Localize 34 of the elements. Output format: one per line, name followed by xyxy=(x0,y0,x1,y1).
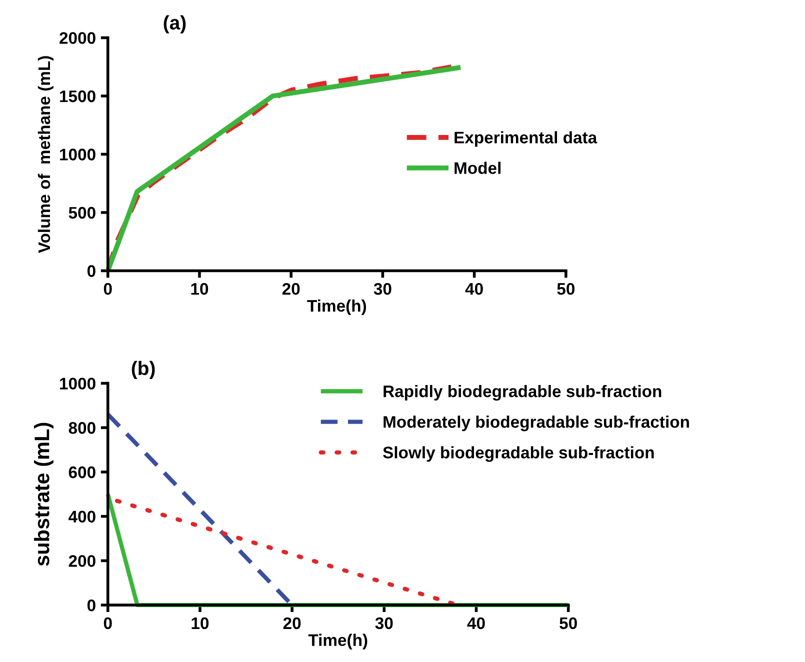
y-tick-label: 0 xyxy=(87,265,96,277)
legend-label: Experimental data xyxy=(454,131,598,147)
y-axis-title: substrate (mL) xyxy=(34,422,54,566)
x-tick-label: 10 xyxy=(191,283,208,295)
legend-label: Slowly biodegradable sub-fraction xyxy=(383,446,654,462)
y-tick-label: 1500 xyxy=(60,90,96,102)
x-tick-label: 40 xyxy=(467,617,485,630)
x-tick-label: 20 xyxy=(282,283,300,295)
legend-label: Model xyxy=(454,162,500,174)
y-tick-label: 200 xyxy=(68,555,96,567)
y-tick-label: 2000 xyxy=(60,32,96,44)
legend-label: Moderately biodegradable sub-fraction xyxy=(384,416,689,432)
x-axis-title: Time(h) xyxy=(307,299,366,316)
y-tick-label: 800 xyxy=(68,422,96,434)
y-tick-label: 0 xyxy=(87,599,96,612)
legend-label: Rapidly biodegradable sub-fraction xyxy=(384,384,662,401)
chart-title: (a) xyxy=(164,15,186,34)
x-tick-label: 40 xyxy=(465,283,483,295)
chart-title: (b) xyxy=(132,360,155,379)
x-axis-title: Time(h) xyxy=(308,634,368,650)
x-tick-label: 10 xyxy=(192,617,209,630)
x-tick-label: 0 xyxy=(104,617,112,630)
x-tick-label: 30 xyxy=(375,617,393,630)
y-tick-label: 1000 xyxy=(60,148,96,160)
y-tick-label: 500 xyxy=(68,206,96,219)
x-tick-label: 30 xyxy=(374,283,392,295)
y-tick-label: 400 xyxy=(68,510,96,523)
x-tick-label: 50 xyxy=(560,617,577,630)
x-tick-label: 0 xyxy=(104,283,112,295)
x-tick-label: 50 xyxy=(557,283,574,295)
y-tick-label: 1000 xyxy=(60,378,96,390)
y-axis-title: Volume of methane (mL) xyxy=(38,56,54,254)
y-tick-label: 600 xyxy=(68,466,96,478)
x-tick-label: 20 xyxy=(283,617,301,630)
